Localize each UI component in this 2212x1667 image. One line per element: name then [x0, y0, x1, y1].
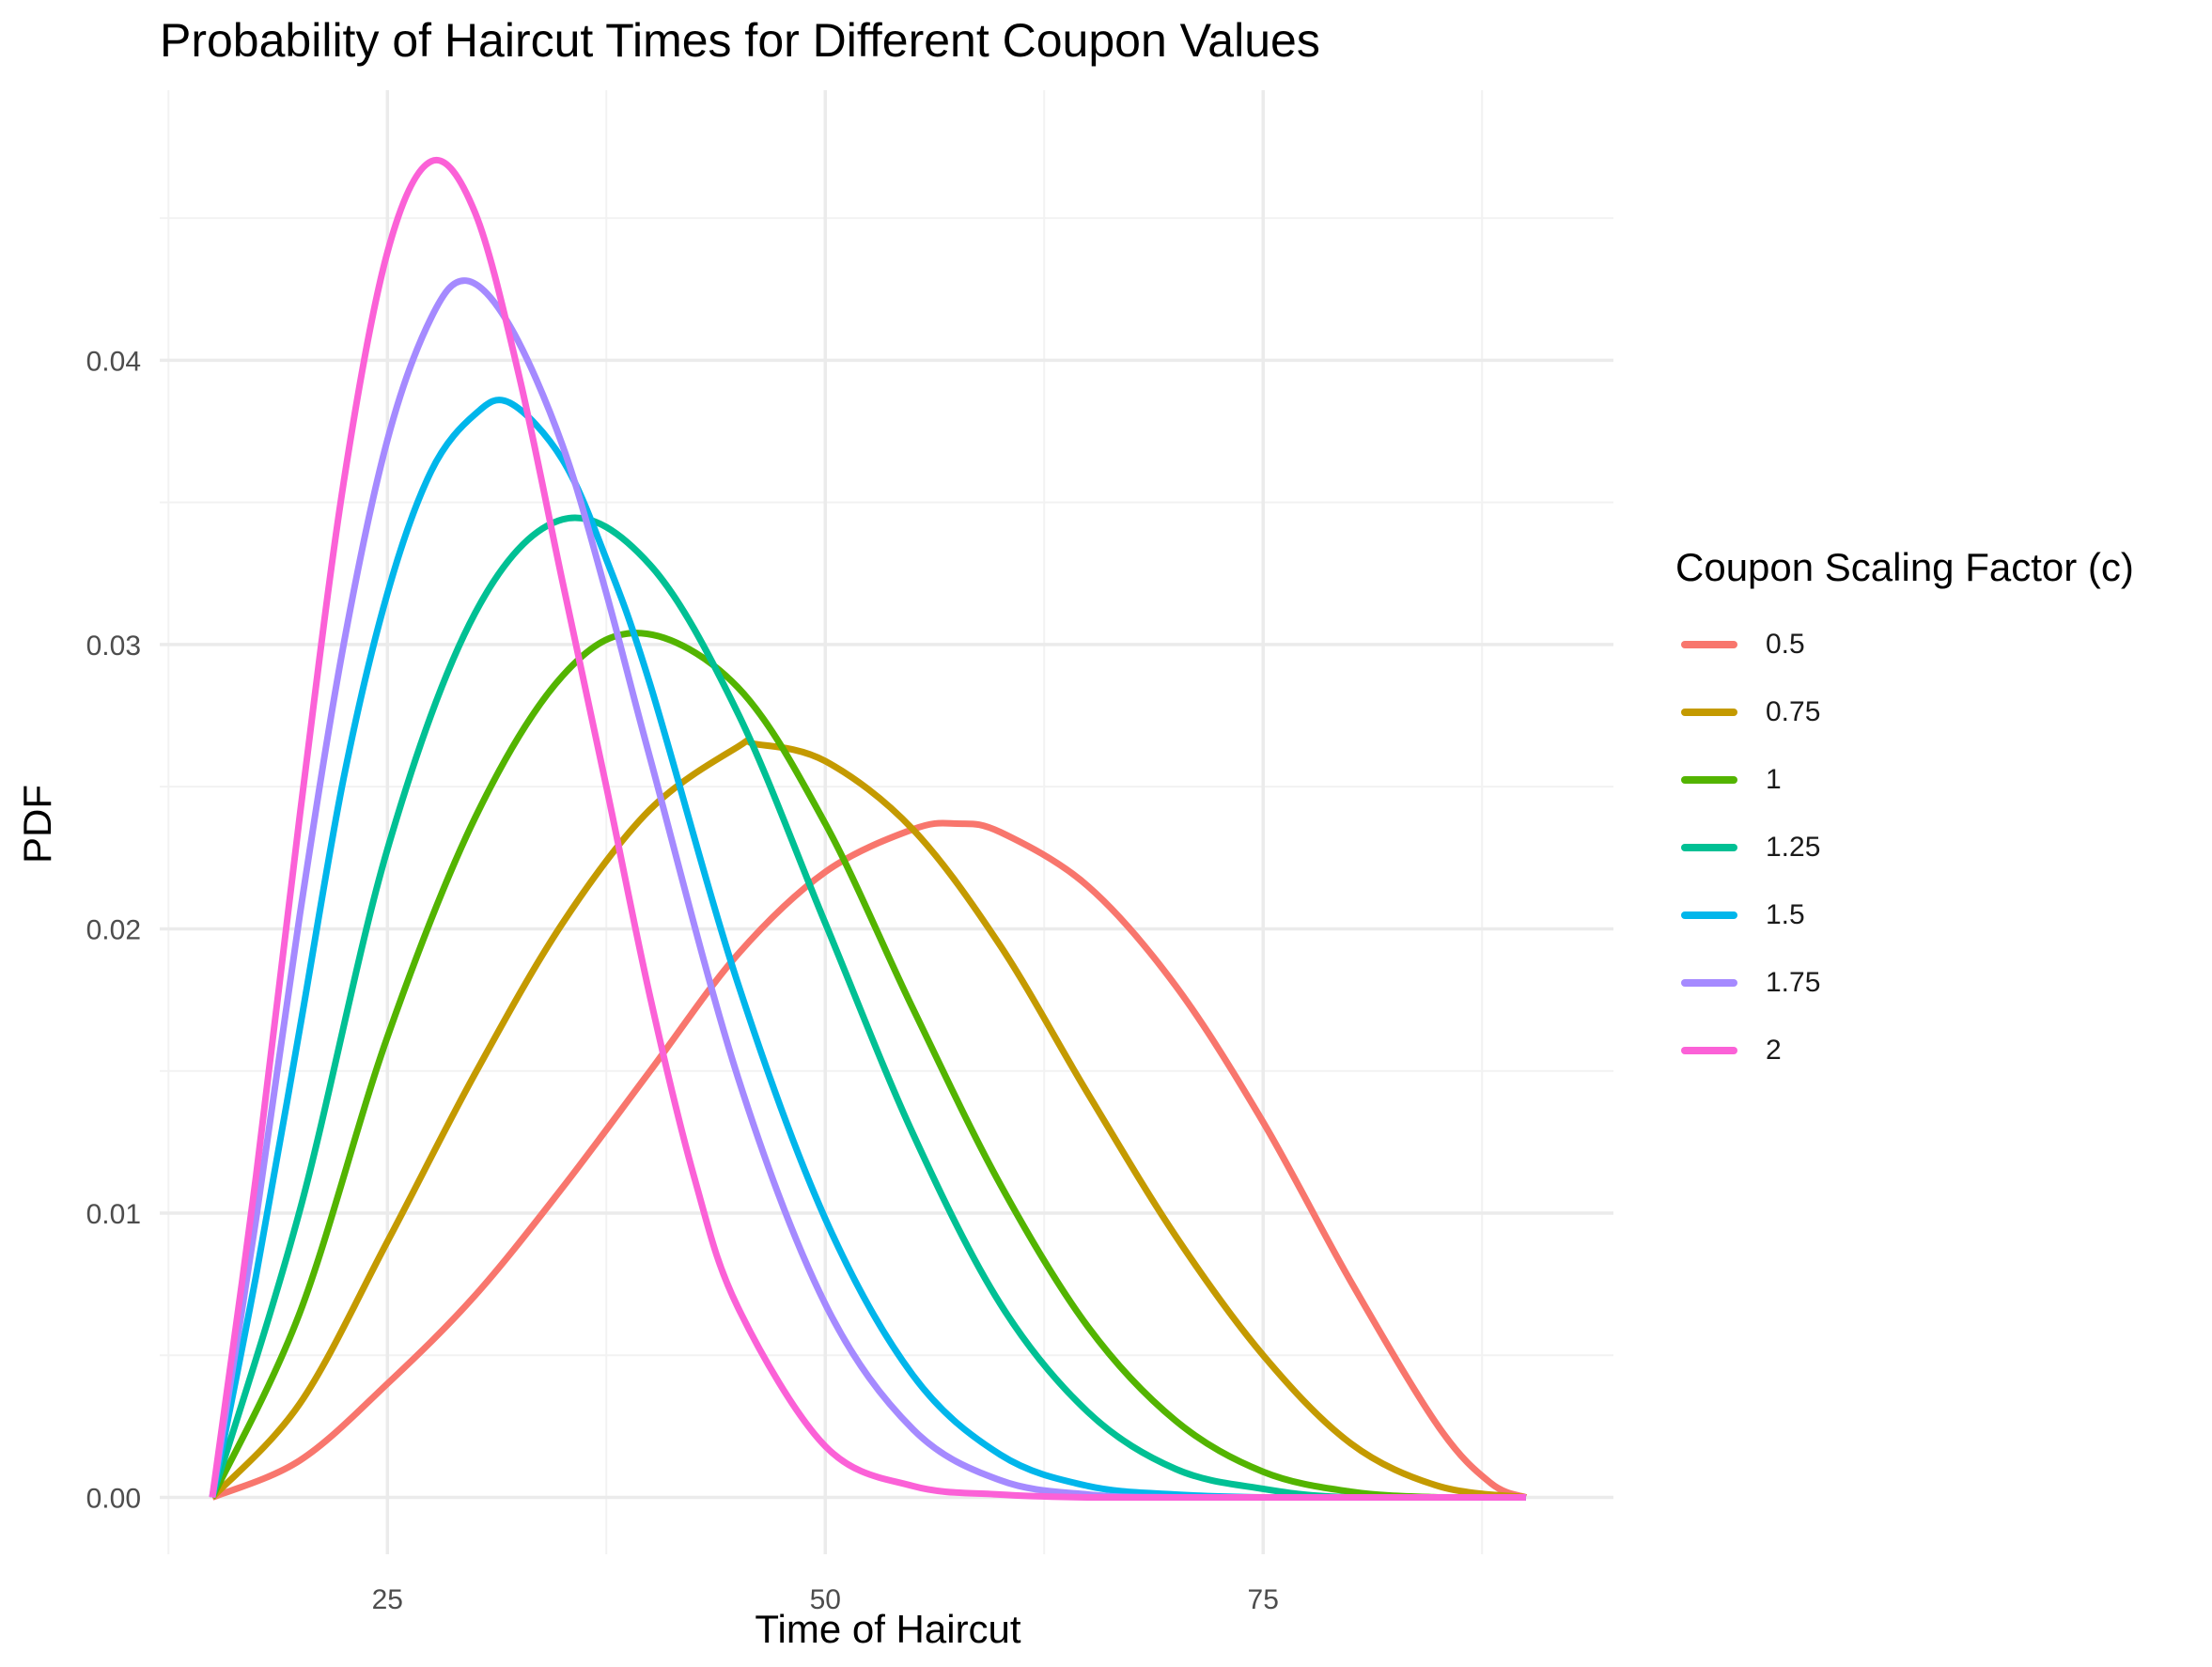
- legend-key: [1681, 641, 1737, 648]
- legend-key: [1681, 911, 1737, 919]
- legend-item: 0.5: [1675, 611, 2134, 678]
- legend-item: 2: [1675, 1017, 2134, 1084]
- x-tick-label: 50: [810, 1584, 841, 1615]
- tick-labels: 25 50 75 0.00 0.01 0.02 0.03 0.04: [86, 346, 1279, 1615]
- y-axis-label: PDF: [15, 785, 59, 864]
- series-line-1: [209, 630, 1526, 1502]
- legend-key: [1681, 1047, 1737, 1054]
- legend-label: 1.5: [1766, 899, 1805, 930]
- y-tick-label: 0.04: [86, 346, 141, 377]
- x-tick-label: 75: [1248, 1584, 1279, 1615]
- legend-label: 2: [1766, 1035, 1782, 1066]
- chart-title: Probability of Haircut Times for Differe…: [160, 14, 1320, 67]
- legend-label: 0.5: [1766, 629, 1805, 660]
- y-tick-label: 0.02: [86, 914, 141, 945]
- series-line-2: [209, 156, 1526, 1502]
- legend-key: [1681, 979, 1737, 987]
- legend-key: [1681, 844, 1737, 851]
- legend-item: 1: [1675, 746, 2134, 814]
- legend-label: 1.75: [1766, 967, 1821, 998]
- x-tick-label: 25: [372, 1584, 403, 1615]
- series-line-1.75: [209, 277, 1526, 1502]
- legend-item: 1.5: [1675, 881, 2134, 949]
- legend-item: 1.75: [1675, 949, 2134, 1017]
- x-axis-label: Time of Haircut: [755, 1607, 1021, 1651]
- y-tick-label: 0.00: [86, 1483, 141, 1514]
- legend-items: 0.5 0.75 1 1.25 1.5 1.75 2: [1675, 611, 2134, 1084]
- legend: Coupon Scaling Factor (c) 0.5 0.75 1 1.25 1.…: [1675, 545, 2134, 1084]
- legend-label: 1: [1766, 764, 1782, 795]
- y-tick-label: 0.03: [86, 631, 141, 662]
- series-lines: [209, 156, 1528, 1502]
- series-line-1.5: [209, 397, 1526, 1502]
- series-line-0.75: [210, 737, 1527, 1501]
- legend-key: [1681, 709, 1737, 716]
- legend-label: 1.25: [1766, 832, 1821, 863]
- legend-title: Coupon Scaling Factor (c): [1675, 545, 2134, 589]
- legend-item: 1.25: [1675, 814, 2134, 881]
- legend-item: 0.75: [1675, 678, 2134, 746]
- legend-key: [1681, 776, 1737, 784]
- legend-label: 0.75: [1766, 696, 1821, 727]
- series-line-1.25: [209, 514, 1526, 1502]
- y-tick-label: 0.01: [86, 1199, 141, 1230]
- series-line-0.5: [210, 819, 1528, 1501]
